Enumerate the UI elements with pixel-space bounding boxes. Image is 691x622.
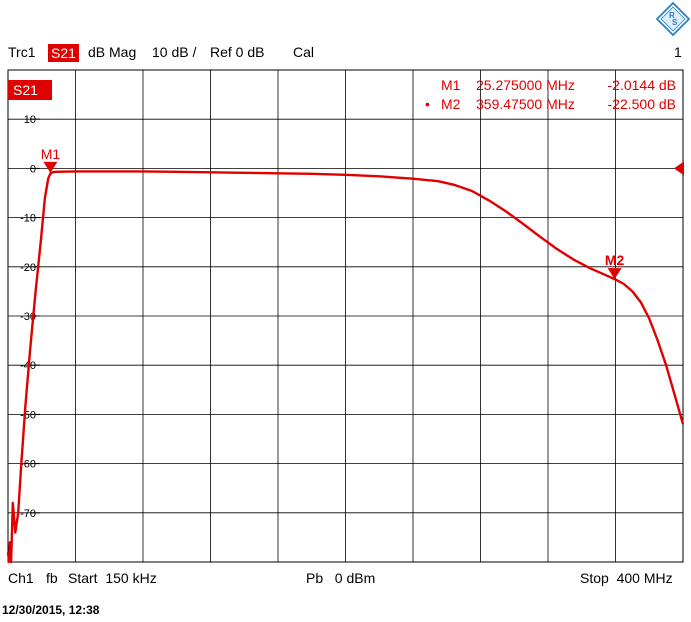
marker-label-m1: M1 [41,146,61,162]
y-tick-label: -50 [20,409,36,421]
svg-text:R: R [669,11,675,20]
y-tick-label: -20 [20,262,36,274]
marker-label-m2: M2 [605,252,625,268]
markers: M1 M2 [41,146,625,280]
timestamp: 12/30/2015, 12:38 [2,603,100,617]
marker-readout: M1 25.275000 MHz -2.0144 dB • M2 359.47500 MH… [425,77,676,112]
grid [7,69,684,563]
brand-logo-icon: R S [656,2,690,36]
trace-badge-label: S21 [13,82,38,98]
trace-name[interactable]: Trc1 [8,44,36,60]
reference-level-arrow[interactable] [674,161,684,176]
marker-readout-label: M2 [441,96,461,112]
port-power[interactable]: Pb 0 dBm [306,570,376,586]
start-frequency[interactable]: Start 150 kHz [68,570,157,586]
marker-readout-value: -2.0144 dB [608,77,677,93]
channel-number: 1 [674,44,682,60]
stop-frequency[interactable]: Stop 400 MHz [580,570,673,586]
marker-readout-value: -22.500 dB [608,96,677,112]
y-axis-ticks: 100-10-20-30-40-50-60-70 [20,114,40,520]
marker-readout-freq: 25.275000 MHz [476,77,575,93]
cal-status: Cal [293,44,315,60]
y-tick-label: 0 [30,163,36,175]
svg-text:S: S [672,18,678,27]
marker-readout-label: M1 [441,77,461,93]
trace-reference[interactable]: Ref 0 dB [210,44,265,60]
sweep-type: fb [46,570,58,586]
y-tick-label: -60 [20,459,36,471]
channel-label[interactable]: Ch1 [8,570,34,586]
trace-line [6,170,685,564]
marker-readout-prefix: • [425,96,430,112]
trace-format[interactable]: dB Mag [88,44,137,60]
y-tick-label: -10 [20,213,36,225]
marker-triangle-m2[interactable] [607,268,622,280]
trace-badge-bg [8,80,52,100]
y-tick-label: -70 [20,508,36,520]
trace-param-badge[interactable]: S21 [48,44,79,62]
y-tick-label: 10 [24,114,36,126]
marker-triangle-m1[interactable] [43,161,58,173]
trace-scale[interactable]: 10 dB / [152,44,197,60]
marker-readout-freq: 359.47500 MHz [476,96,575,112]
